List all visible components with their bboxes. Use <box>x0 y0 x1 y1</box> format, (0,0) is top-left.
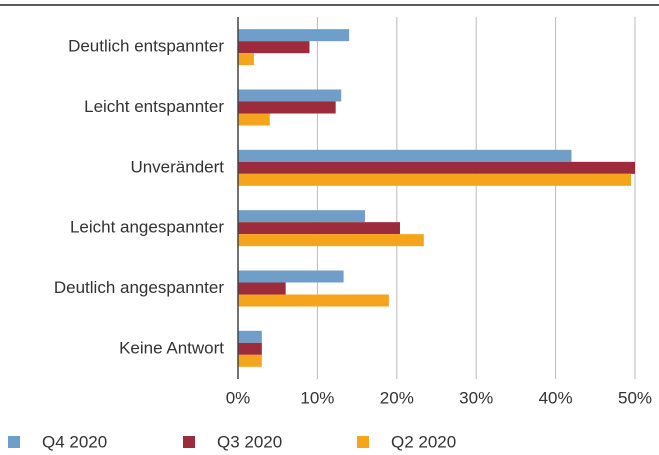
y-tick-label: Unverändert <box>130 157 224 176</box>
bar <box>238 330 262 343</box>
y-tick-label: Keine Antwort <box>119 338 224 357</box>
bar <box>238 294 389 307</box>
x-tick-label: 0% <box>226 388 251 407</box>
bar <box>238 29 350 42</box>
x-tick-label: 30% <box>459 388 493 407</box>
bar <box>238 234 424 247</box>
bar <box>238 354 262 367</box>
legend-swatch <box>183 436 195 448</box>
legend-swatch <box>8 436 20 448</box>
bar <box>238 282 286 295</box>
bar <box>238 270 344 283</box>
legend-label: Q3 2020 <box>217 432 282 451</box>
x-tick-label: 10% <box>300 388 334 407</box>
x-tick-label: 50% <box>618 388 652 407</box>
bar <box>238 89 342 102</box>
y-tick-label: Deutlich entspannter <box>68 37 224 56</box>
bar <box>238 173 632 186</box>
bar <box>238 210 366 223</box>
bar <box>238 113 270 126</box>
y-tick-label: Leicht angespannter <box>70 218 224 237</box>
legend-label: Q4 2020 <box>42 432 107 451</box>
bar <box>238 161 635 174</box>
bar <box>238 101 336 114</box>
x-tick-label: 40% <box>539 388 573 407</box>
bar <box>238 149 572 162</box>
bar <box>238 222 400 235</box>
x-tick-label: 20% <box>380 388 414 407</box>
y-tick-label: Leicht entspannter <box>84 97 224 116</box>
bar <box>238 53 254 66</box>
bar <box>238 41 310 54</box>
legend-swatch <box>357 436 369 448</box>
y-tick-label: Deutlich angespannter <box>54 278 224 297</box>
bar <box>238 342 262 355</box>
legend-label: Q2 2020 <box>391 432 456 451</box>
